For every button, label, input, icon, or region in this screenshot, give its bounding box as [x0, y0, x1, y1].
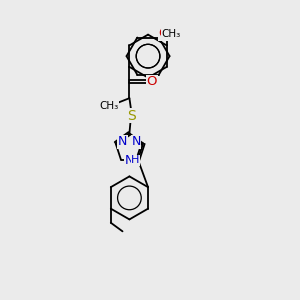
Text: N: N	[131, 135, 141, 148]
Text: S: S	[127, 109, 136, 123]
Text: CH₃: CH₃	[162, 29, 181, 39]
Text: N: N	[118, 135, 128, 148]
Text: O: O	[146, 75, 157, 88]
Text: CH₃: CH₃	[99, 101, 118, 111]
Text: O: O	[159, 27, 169, 40]
Text: N: N	[125, 154, 134, 167]
Text: H: H	[131, 155, 140, 165]
